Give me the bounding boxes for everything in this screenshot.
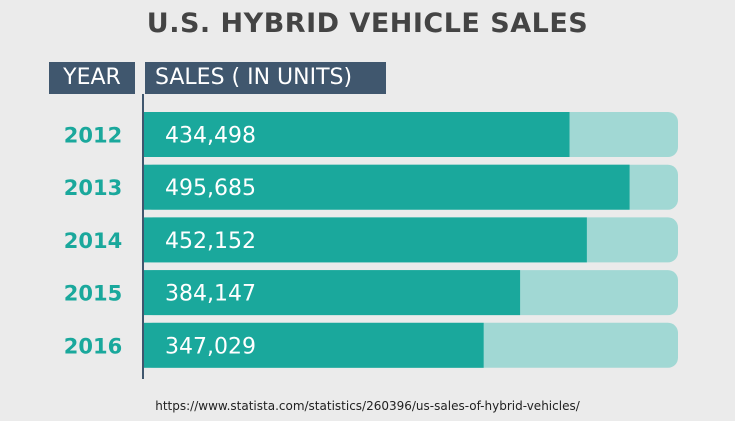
value-label-2014: 452,152 [165,229,256,254]
bar-2012 [143,112,570,157]
year-label-2012: 2012 [64,124,122,148]
year-label-2013: 2013 [64,176,122,200]
bar-2015 [143,270,521,316]
source-url: https://www.statista.com/statistics/2603… [155,399,580,413]
year-label-2014: 2014 [64,229,122,253]
sales-column-header: SALES ( IN UNITS) [145,62,386,94]
year-label-2015: 2015 [64,282,122,306]
chart-title: U.S. HYBRID VEHICLE SALES [146,8,589,39]
bar-2016 [143,322,484,368]
value-label-2013: 495,685 [165,176,256,201]
value-label-2012: 434,498 [165,124,256,149]
year-column-header: YEAR [49,62,135,94]
value-label-2015: 384,147 [165,282,256,307]
bar-2013 [143,164,630,210]
bar-2014 [143,217,587,263]
year-label-2016: 2016 [64,334,122,358]
value-label-2016: 347,029 [165,334,256,359]
